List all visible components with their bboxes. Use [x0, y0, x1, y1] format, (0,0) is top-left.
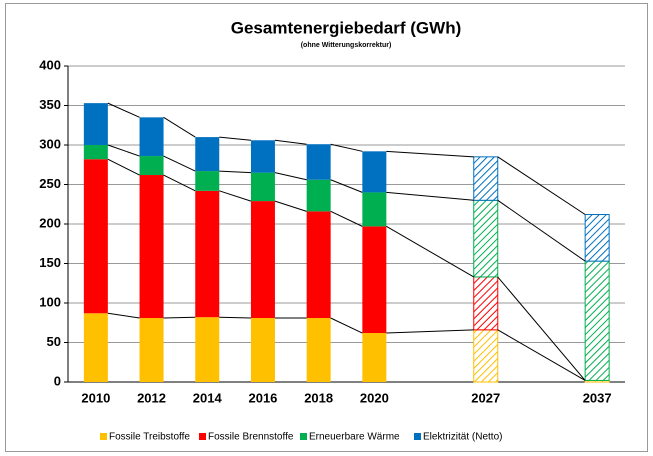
bar-segment — [139, 117, 164, 157]
bar-segment — [306, 211, 331, 319]
x-tick-label: 2020 — [360, 390, 389, 405]
connector — [163, 316, 196, 319]
connector — [219, 190, 252, 202]
y-tick-label: 100 — [39, 294, 61, 309]
connector — [219, 170, 251, 174]
bar-segment — [306, 179, 331, 212]
bar-segment — [250, 201, 275, 319]
bar-segment — [584, 214, 610, 262]
legend-swatch — [100, 433, 107, 440]
bar-segment — [362, 226, 387, 334]
x-tick-label: 2010 — [81, 390, 110, 405]
connector — [107, 158, 140, 176]
legend-swatch — [199, 433, 206, 440]
y-tick-label: 50 — [47, 334, 61, 349]
y-tick-label: 200 — [39, 215, 61, 230]
bar-segment — [139, 175, 164, 319]
legend-label: Fossile Treibstoffe — [109, 432, 190, 443]
connector — [107, 144, 140, 157]
connector — [219, 316, 251, 319]
bar-segment — [306, 144, 331, 180]
bar-segment — [83, 103, 108, 145]
connector — [330, 210, 363, 227]
connector — [386, 225, 475, 278]
connector — [330, 143, 363, 152]
bar-segment — [250, 172, 275, 202]
connector — [386, 191, 474, 201]
bar-segment — [83, 159, 108, 314]
connector — [107, 312, 140, 319]
legend-label: Elektrizität (Netto) — [423, 432, 502, 443]
bar-segment — [83, 145, 108, 160]
connector — [219, 136, 251, 141]
connector — [330, 179, 363, 193]
bar-segment — [195, 317, 220, 382]
bar-segment — [83, 313, 108, 382]
bar-segment — [473, 276, 499, 331]
bar-segment — [584, 260, 610, 381]
y-tick-label: 0 — [54, 373, 61, 388]
bar-segment — [250, 140, 275, 173]
x-tick-label: 2014 — [193, 390, 223, 405]
connector — [497, 156, 586, 215]
chart-subtitle: (ohne Witterungskorrektur) — [301, 42, 392, 49]
x-tick-label: 2027 — [471, 390, 500, 405]
connector — [386, 150, 474, 158]
y-tick-label: 150 — [39, 255, 61, 270]
chart-title: Gesamtenergiebedarf (GWh) — [231, 18, 462, 37]
bar-segment — [195, 171, 220, 191]
bar-segment — [362, 192, 387, 227]
legend-swatch — [300, 433, 307, 440]
legend-label: Erneuerbare Wärme — [309, 432, 400, 443]
y-tick-label: 400 — [39, 57, 61, 72]
legend-swatch — [414, 433, 421, 440]
x-tick-label: 2016 — [248, 390, 277, 405]
bar-segment — [195, 137, 220, 172]
connector — [386, 329, 474, 334]
x-tick-label: 2012 — [137, 390, 166, 405]
connector — [107, 102, 140, 118]
connector — [274, 200, 307, 212]
legend-label: Fossile Brennstoffe — [208, 432, 294, 443]
y-tick-label: 250 — [39, 176, 61, 191]
connector — [163, 155, 196, 172]
bar-segment — [250, 318, 275, 382]
y-tick-label: 300 — [39, 136, 61, 151]
bar-segment — [306, 318, 331, 382]
bar-segment — [473, 199, 499, 278]
x-tick-label: 2018 — [304, 390, 333, 405]
connector — [163, 174, 196, 192]
connector — [497, 199, 586, 262]
connector — [330, 317, 363, 334]
bar-segment — [473, 329, 499, 383]
bar-segment — [195, 190, 220, 318]
connector — [274, 139, 307, 145]
connector — [497, 329, 586, 381]
connector — [497, 276, 586, 381]
bar-segment — [139, 156, 164, 176]
y-tick-label: 350 — [39, 97, 61, 112]
bar-segment — [473, 156, 499, 201]
connector — [163, 116, 196, 138]
connector — [274, 172, 307, 181]
bar-segment — [362, 151, 387, 193]
x-tick-label: 2037 — [583, 390, 612, 405]
bar-segment — [362, 333, 387, 382]
bar-segment — [139, 318, 164, 382]
